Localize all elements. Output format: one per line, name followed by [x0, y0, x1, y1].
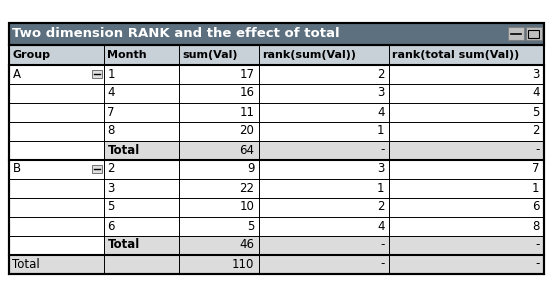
Bar: [8, 65, 544, 83]
Text: 3: 3: [377, 163, 385, 176]
Text: 5: 5: [247, 220, 254, 232]
Text: sum(Val): sum(Val): [183, 49, 238, 59]
Text: Total: Total: [13, 258, 40, 271]
Text: 22: 22: [240, 181, 254, 194]
Text: 7: 7: [108, 105, 115, 118]
Text: 1: 1: [108, 67, 115, 81]
Text: 46: 46: [240, 239, 254, 252]
Bar: [8, 141, 544, 160]
Text: 110: 110: [232, 258, 254, 271]
Bar: [258, 44, 389, 65]
Text: 1: 1: [532, 181, 539, 194]
Bar: [389, 44, 544, 65]
Bar: [507, 27, 523, 40]
Text: 3: 3: [377, 86, 385, 99]
Text: -: -: [535, 239, 539, 252]
Bar: [8, 160, 544, 178]
Bar: [8, 160, 104, 255]
Text: 5: 5: [108, 200, 115, 213]
Text: -: -: [380, 144, 385, 157]
Bar: [92, 70, 102, 78]
Text: 2: 2: [532, 125, 539, 138]
Text: -: -: [535, 144, 539, 157]
Text: 6: 6: [532, 200, 539, 213]
Text: 1: 1: [377, 125, 385, 138]
Bar: [528, 30, 539, 38]
Text: -: -: [380, 258, 385, 271]
Text: 64: 64: [240, 144, 254, 157]
Text: -: -: [535, 258, 539, 271]
Text: 2: 2: [108, 163, 115, 176]
Text: Group: Group: [13, 49, 50, 59]
Bar: [8, 236, 544, 255]
Bar: [8, 22, 544, 274]
Text: 4: 4: [532, 86, 539, 99]
Text: 20: 20: [240, 125, 254, 138]
Text: 6: 6: [108, 220, 115, 232]
Text: 8: 8: [532, 220, 539, 232]
Bar: [178, 44, 258, 65]
Bar: [8, 255, 104, 274]
Text: -: -: [380, 239, 385, 252]
Bar: [8, 178, 544, 197]
Text: 9: 9: [247, 163, 254, 176]
Text: 7: 7: [532, 163, 539, 176]
Bar: [104, 44, 178, 65]
Text: 2: 2: [377, 200, 385, 213]
Text: Total: Total: [108, 239, 140, 252]
Bar: [8, 44, 104, 65]
Text: Total: Total: [108, 144, 140, 157]
Text: 3: 3: [532, 67, 539, 81]
Bar: [8, 216, 544, 236]
Text: Two dimension RANK and the effect of total: Two dimension RANK and the effect of tot…: [13, 27, 340, 40]
Text: B: B: [13, 163, 20, 176]
Text: 4: 4: [377, 220, 385, 232]
Bar: [526, 27, 542, 40]
Text: Month: Month: [108, 49, 147, 59]
Bar: [8, 255, 544, 274]
Text: 3: 3: [108, 181, 115, 194]
Text: 1: 1: [377, 181, 385, 194]
Bar: [8, 102, 544, 121]
Bar: [8, 22, 544, 44]
Bar: [8, 121, 544, 141]
Text: 8: 8: [108, 125, 115, 138]
Text: 16: 16: [240, 86, 254, 99]
Text: rank(total sum(Val)): rank(total sum(Val)): [392, 49, 520, 59]
Text: A: A: [13, 67, 20, 81]
Bar: [8, 197, 544, 216]
Text: 4: 4: [108, 86, 115, 99]
Text: 2: 2: [377, 67, 385, 81]
Bar: [8, 83, 544, 102]
Text: 10: 10: [240, 200, 254, 213]
Text: 11: 11: [240, 105, 254, 118]
Bar: [92, 165, 102, 173]
Bar: [8, 65, 104, 160]
Text: 5: 5: [532, 105, 539, 118]
Bar: [8, 22, 544, 44]
Text: 17: 17: [240, 67, 254, 81]
Text: 4: 4: [377, 105, 385, 118]
Text: rank(sum(Val)): rank(sum(Val)): [263, 49, 357, 59]
